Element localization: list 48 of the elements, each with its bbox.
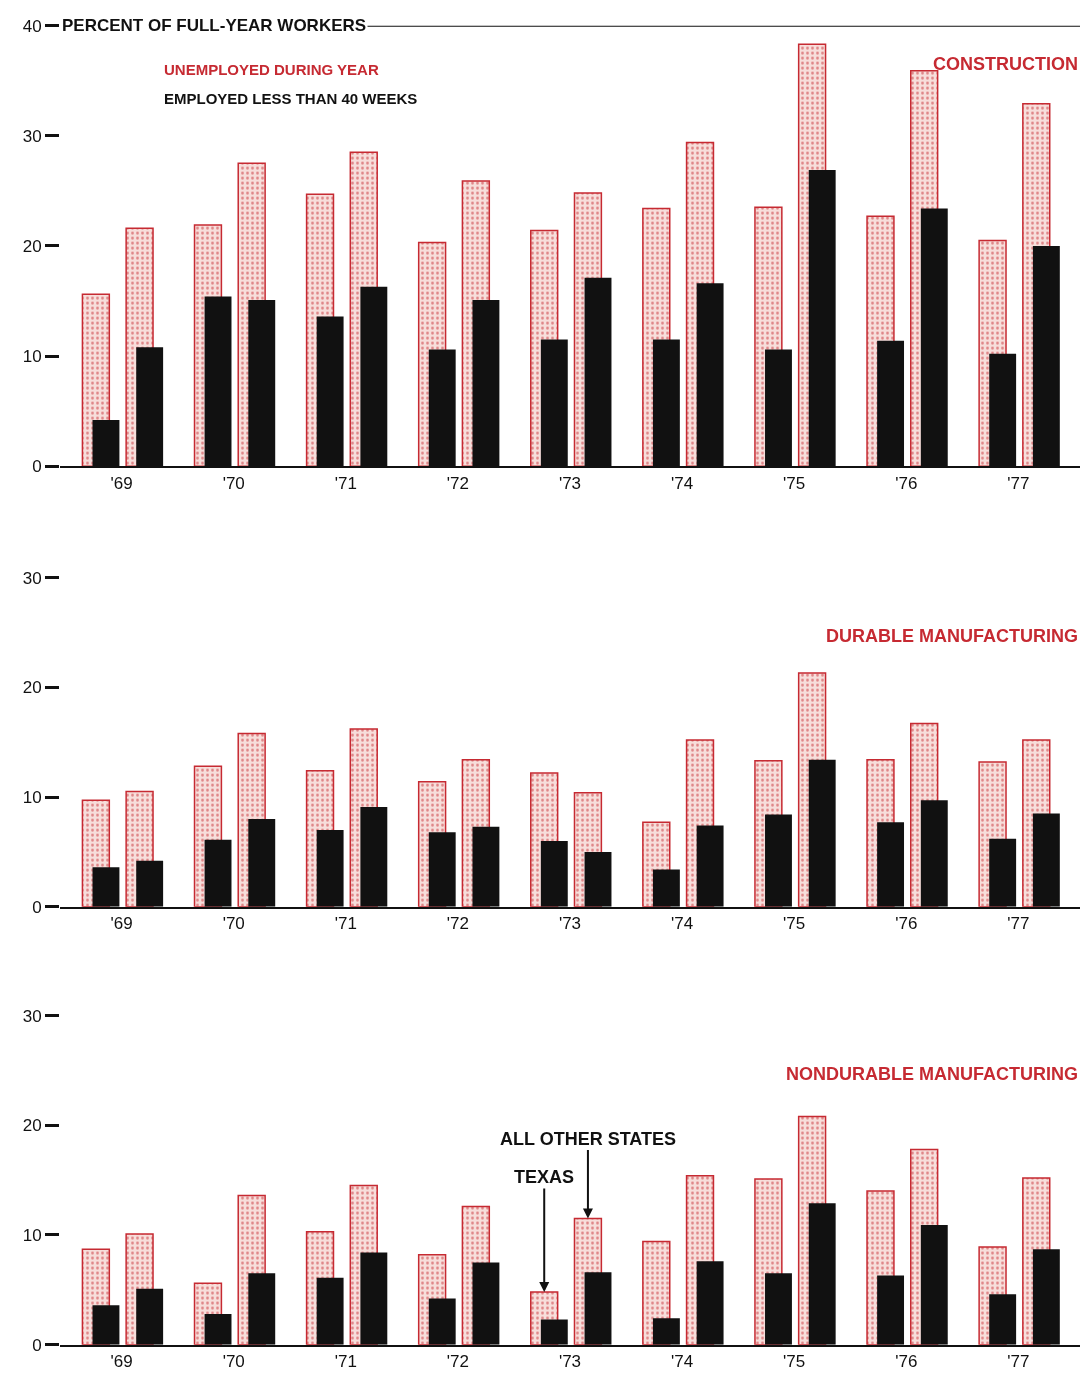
text: DURABLE MANUFACTURING	[826, 626, 1078, 646]
y-tick-label: 0	[32, 897, 42, 917]
x-tick-label: '72	[446, 914, 469, 934]
x-tick-label: '77	[1007, 914, 1030, 934]
text: CONSTRUCTION	[933, 54, 1078, 74]
y-axis-title: PERCENT OF FULL-YEAR WORKERS	[62, 16, 367, 35]
x-tick-label: '69	[110, 473, 133, 493]
x-tick-label: '71	[334, 1352, 357, 1372]
y-tick-label: 20	[22, 1116, 42, 1136]
y-tick-label: 20	[22, 678, 42, 698]
x-tick-label: '69	[110, 1352, 133, 1372]
x-tick-label: '72	[446, 1352, 469, 1372]
x-tick-label: '77	[1007, 1352, 1030, 1372]
x-tick-label: '77	[1007, 473, 1030, 493]
x-tick-label: '75	[783, 914, 806, 934]
x-tick-label: '76	[895, 473, 918, 493]
annotation: ALL OTHER STATES	[500, 1129, 677, 1149]
y-tick-label: 30	[22, 126, 42, 146]
x-tick-label: '70	[222, 473, 245, 493]
y-tick-label: 40	[22, 16, 42, 36]
x-tick-label: '70	[222, 914, 245, 934]
x-tick-label: '74	[671, 473, 694, 493]
text: EMPLOYED LESS THAN 40 WEEKS	[164, 90, 418, 107]
x-tick-label: '69	[110, 914, 133, 934]
x-tick-label: '73	[558, 914, 582, 934]
annotation: TEXAS	[514, 1167, 575, 1187]
x-tick-label: '73	[558, 1352, 582, 1372]
text: UNEMPLOYED DURING YEAR	[164, 61, 379, 78]
y-tick-label: 0	[32, 1335, 42, 1355]
y-tick-label: 30	[22, 568, 42, 588]
x-tick-label: '71	[334, 473, 357, 493]
x-tick-label: '73	[558, 473, 582, 493]
x-tick-label: '76	[895, 1352, 918, 1372]
x-tick-label: '74	[671, 1352, 694, 1372]
y-tick-label: 30	[22, 1006, 42, 1026]
y-tick-label: 10	[22, 347, 42, 367]
text: NONDURABLE MANUFACTURING	[786, 1064, 1078, 1084]
x-tick-label: '74	[671, 914, 694, 934]
x-tick-label: '70	[222, 1352, 245, 1372]
y-tick-label: 10	[22, 1225, 42, 1245]
x-tick-label: '75	[783, 473, 806, 493]
x-tick-label: '71	[334, 914, 357, 934]
y-tick-label: 0	[32, 457, 42, 477]
x-tick-label: '76	[895, 914, 918, 934]
y-tick-label: 20	[22, 236, 42, 256]
x-tick-label: '72	[446, 473, 469, 493]
y-tick-label: 10	[22, 788, 42, 808]
x-tick-label: '75	[783, 1352, 806, 1372]
